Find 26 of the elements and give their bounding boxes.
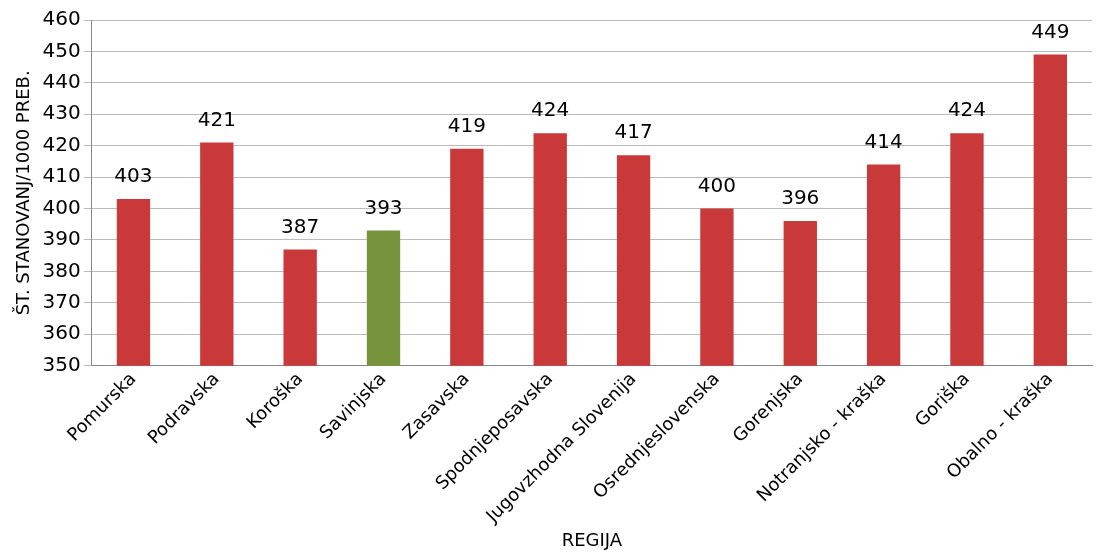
data-label: 393	[364, 194, 403, 219]
data-label: 421	[197, 106, 236, 131]
data-label: 403	[114, 163, 153, 188]
y-axis-title: ŠT. STANOVANJ/1000 PREB.	[12, 70, 34, 316]
data-label: 396	[781, 185, 820, 210]
y-tick-label: 440	[42, 69, 81, 94]
y-tick-label: 410	[42, 163, 81, 188]
data-label: 387	[281, 213, 320, 238]
y-tick-label: 390	[42, 226, 81, 251]
data-label: 449	[1031, 18, 1070, 43]
y-tick-label: 450	[42, 37, 81, 62]
x-axis-title: REGIJA	[561, 528, 623, 550]
y-tick-label: 360	[42, 320, 81, 345]
y-tick-label: 460	[42, 6, 81, 31]
data-label: 424	[947, 97, 987, 122]
y-tick-label: 420	[42, 131, 81, 156]
data-label: 414	[864, 128, 903, 153]
y-tick-label: 350	[42, 351, 81, 376]
y-tick-label: 400	[42, 194, 81, 219]
y-tick-label: 430	[42, 100, 81, 125]
data-label: 419	[447, 113, 486, 138]
data-label: 417	[614, 119, 653, 144]
y-tick-label: 370	[42, 289, 81, 314]
y-tick-label: 380	[42, 257, 81, 282]
data-label: 400	[697, 172, 737, 197]
data-label: 424	[531, 97, 570, 122]
